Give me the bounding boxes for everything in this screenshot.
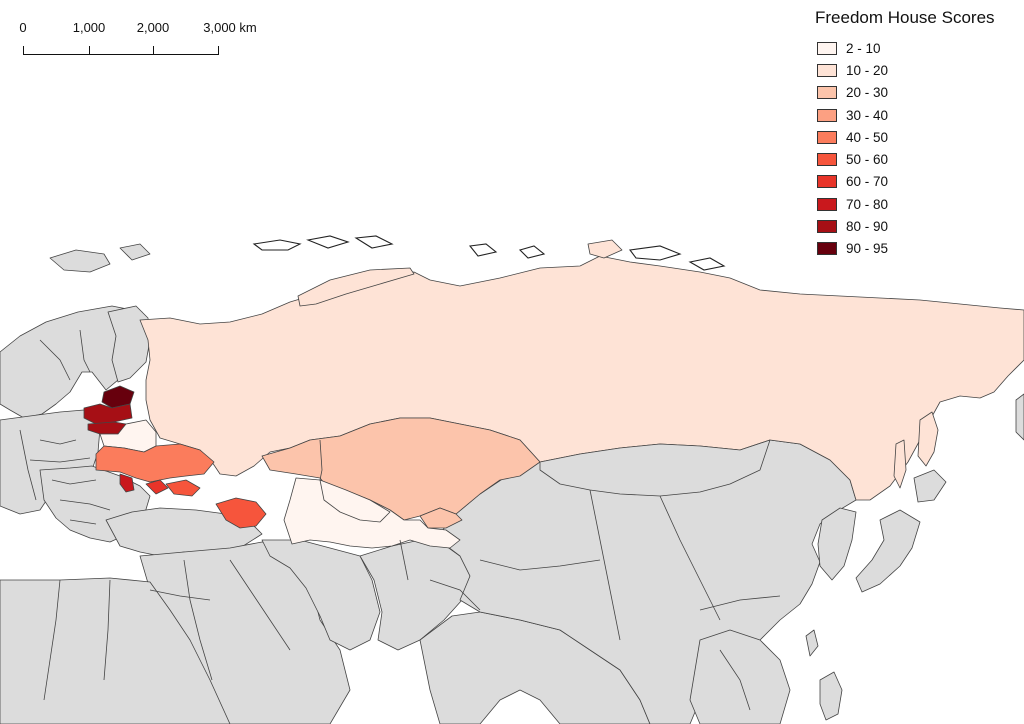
country-crimea bbox=[145, 479, 169, 495]
country-north-africa bbox=[0, 577, 231, 724]
country-svalbard bbox=[49, 249, 111, 273]
country-japan-north bbox=[913, 469, 947, 503]
legend-item: 70 - 80 bbox=[815, 193, 1020, 215]
arctic-islands bbox=[252, 235, 726, 271]
legend-label: 90 - 95 bbox=[846, 241, 889, 257]
legend-item: 90 - 95 bbox=[815, 238, 1020, 260]
legend-swatch bbox=[817, 130, 837, 144]
legend-label: 50 - 60 bbox=[846, 152, 889, 168]
legend-label: 60 - 70 bbox=[846, 174, 889, 190]
legend-item: 40 - 50 bbox=[815, 126, 1020, 148]
legend: Freedom House Scores 2 - 10 10 - 20 20 -… bbox=[815, 8, 1020, 260]
legend-label: 40 - 50 bbox=[846, 129, 889, 145]
legend-swatch bbox=[817, 41, 837, 55]
country-moldova bbox=[119, 473, 135, 493]
scale-label-2000: 2,000 bbox=[136, 20, 170, 35]
legend-swatch bbox=[817, 63, 837, 77]
country-borders bbox=[19, 329, 781, 711]
country-se-asia bbox=[689, 629, 791, 724]
country-russia-sakhalin bbox=[893, 439, 907, 489]
country-armenia-azerbaijan bbox=[215, 497, 267, 529]
legend-item: 10 - 20 bbox=[815, 59, 1020, 81]
no-data-land bbox=[0, 243, 1024, 724]
legend-item: 30 - 40 bbox=[815, 104, 1020, 126]
legend-swatch bbox=[817, 153, 837, 167]
scale-tick bbox=[153, 46, 154, 54]
country-russia bbox=[139, 255, 1024, 501]
country-finland bbox=[107, 305, 151, 383]
country-georgia bbox=[165, 479, 201, 497]
legend-item: 80 - 90 bbox=[815, 215, 1020, 237]
legend-swatch bbox=[817, 242, 837, 256]
country-ukraine bbox=[95, 443, 215, 483]
country-alaska bbox=[1015, 393, 1024, 441]
country-iran bbox=[261, 539, 381, 651]
country-taiwan bbox=[805, 629, 819, 657]
country-russia-arctic-isl bbox=[587, 239, 623, 259]
country-russia-novaya-zemlya bbox=[297, 267, 415, 307]
legend-swatch bbox=[817, 175, 837, 189]
legend-swatch bbox=[817, 220, 837, 234]
legend-label: 30 - 40 bbox=[846, 107, 889, 123]
scale-label-3000: 3,000 km bbox=[203, 20, 257, 35]
legend-label: 20 - 30 bbox=[846, 85, 889, 101]
country-japan bbox=[855, 509, 921, 593]
country-philippines bbox=[819, 671, 843, 721]
legend-label: 80 - 90 bbox=[846, 219, 889, 235]
legend-item: 2 - 10 bbox=[815, 37, 1020, 59]
legend-swatch bbox=[817, 108, 837, 122]
legend-label: 70 - 80 bbox=[846, 196, 889, 212]
country-turkey bbox=[105, 507, 263, 557]
legend-item: 20 - 30 bbox=[815, 82, 1020, 104]
country-svalbard-east bbox=[119, 243, 151, 261]
scale-label-1000: 1,000 bbox=[72, 20, 106, 35]
country-korea bbox=[817, 507, 857, 581]
country-latvia bbox=[83, 403, 133, 425]
country-mongolia bbox=[539, 439, 771, 497]
scale-tick bbox=[89, 46, 90, 54]
country-russia-kamchatka bbox=[917, 411, 939, 467]
country-uzbekistan bbox=[319, 479, 391, 523]
legend-label: 10 - 20 bbox=[846, 62, 889, 78]
legend-title: Freedom House Scores bbox=[815, 8, 995, 27]
scale-bar: 0 1,000 2,000 3,000 km bbox=[18, 20, 268, 60]
scale-tick bbox=[218, 46, 219, 54]
legend-swatch bbox=[817, 197, 837, 211]
legend-item: 60 - 70 bbox=[815, 171, 1020, 193]
scale-tick bbox=[23, 46, 24, 54]
scale-label-0: 0 bbox=[19, 20, 27, 35]
scale-bar-line bbox=[23, 54, 219, 55]
choropleth-countries bbox=[83, 239, 1024, 549]
legend-swatch bbox=[817, 86, 837, 100]
legend-item: 50 - 60 bbox=[815, 148, 1020, 170]
legend-label: 2 - 10 bbox=[846, 40, 881, 56]
